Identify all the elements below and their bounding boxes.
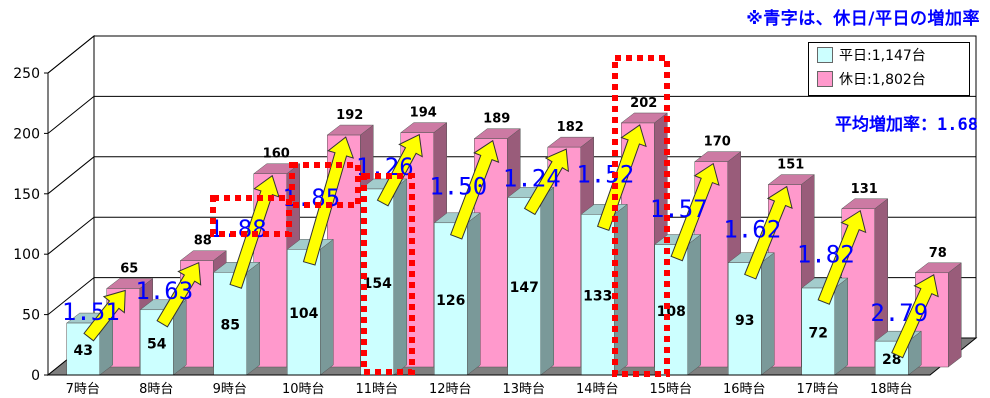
ratio-label: 1.82: [797, 240, 855, 268]
ratio-label: 1.51: [62, 298, 120, 326]
x-tick-label: 12時台: [429, 382, 472, 397]
ratio-label: 1.57: [650, 195, 708, 223]
x-tick-label: 8時台: [139, 382, 173, 397]
highlight-10時台: [289, 162, 361, 208]
data-label-holiday: 194: [410, 106, 437, 121]
data-label-holiday: 151: [777, 158, 804, 173]
ratio-arrow: [891, 273, 939, 359]
average-rate: 平均増加率：1.68: [835, 115, 978, 135]
data-label-weekday: 104: [289, 306, 318, 322]
highlight-14時台: [612, 55, 670, 377]
ratio-label: 1.62: [723, 216, 781, 244]
data-label-weekday: 72: [809, 326, 828, 342]
data-label-weekday: 126: [436, 293, 465, 309]
bar-weekday: [433, 212, 481, 376]
data-label-weekday: 28: [882, 352, 901, 368]
x-tick-label: 14時台: [576, 382, 619, 397]
gridline: [47, 35, 976, 74]
data-label-holiday: 65: [120, 261, 138, 276]
legend-item-holiday: 休日:1,802台: [809, 67, 969, 91]
highlight-11時台: [361, 173, 415, 375]
x-tick-label: 9時台: [213, 382, 247, 397]
data-label-holiday: 131: [851, 182, 878, 197]
bar-weekday: [727, 252, 775, 376]
ratio-arrow: [744, 185, 793, 280]
legend-swatch-weekday: [817, 47, 833, 63]
ratio-label: 1.52: [576, 161, 634, 189]
y-tick-label: 50: [22, 308, 40, 324]
gridline: [47, 95, 976, 134]
chart-note: ※青字は、休日/平日の増加率: [746, 9, 980, 29]
legend-label-weekday: 平日:1,147台: [839, 48, 926, 64]
x-tick-label: 10時台: [282, 382, 325, 397]
y-tick-label: 0: [31, 368, 40, 384]
data-label-holiday: 189: [483, 112, 510, 127]
legend-swatch-holiday: [817, 71, 833, 87]
ratio-arrow: [83, 289, 126, 342]
data-label-holiday: 78: [929, 246, 947, 261]
x-tick-label: 18時台: [870, 382, 913, 397]
y-tick-label: 150: [13, 187, 40, 203]
ratio-arrow: [302, 136, 355, 266]
legend-item-weekday: 平日:1,147台: [809, 43, 969, 67]
ratio-label: 1.24: [503, 164, 561, 192]
gridline: [47, 156, 976, 195]
ratio-arrow: [376, 133, 423, 207]
x-tick-label: 7時台: [66, 382, 100, 397]
data-label-weekday: 108: [657, 304, 686, 320]
data-label-holiday: 160: [263, 147, 290, 162]
legend-label-holiday: 休日:1,802台: [839, 72, 926, 88]
highlight-9時台: [210, 195, 292, 237]
data-label-holiday: 170: [704, 135, 731, 150]
ratio-arrow: [523, 148, 569, 216]
data-label-holiday: 192: [336, 108, 363, 123]
bar-weekday: [507, 186, 555, 376]
data-label-weekday: 54: [147, 336, 167, 352]
ratio-arrow: [817, 209, 867, 305]
data-label-weekday: 43: [74, 343, 93, 359]
ratio-arrow: [449, 139, 500, 240]
data-label-weekday: 154: [363, 276, 392, 292]
data-label-weekday: 133: [583, 289, 612, 305]
data-label-weekday: 147: [510, 280, 539, 296]
y-tick-label: 200: [13, 126, 40, 142]
ratio-arrow: [156, 261, 202, 328]
ratio-arrow: [596, 124, 647, 231]
x-tick-label: 11時台: [355, 382, 398, 397]
data-label-holiday: 88: [194, 234, 212, 249]
x-tick-label: 17時台: [796, 382, 839, 397]
ratio-label: 1.63: [135, 277, 193, 305]
data-label-weekday: 93: [735, 313, 754, 329]
x-tick-label: 16時台: [723, 382, 766, 397]
y-tick-label: 100: [13, 247, 40, 263]
ratio-label: 1.88: [209, 215, 267, 243]
legend: 平日:1,147台 休日:1,802台: [808, 42, 970, 96]
ratio-label: 2.79: [870, 299, 928, 327]
x-tick-label: 13時台: [502, 382, 545, 397]
data-label-weekday: 85: [221, 318, 240, 334]
ratio-label: 1.50: [429, 173, 487, 201]
gridline: [47, 216, 976, 255]
y-tick-label: 250: [13, 66, 40, 82]
data-label-holiday: 202: [630, 96, 657, 111]
data-label-holiday: 182: [557, 120, 584, 135]
x-tick-label: 15時台: [649, 382, 692, 397]
ratio-arrow: [670, 162, 720, 262]
